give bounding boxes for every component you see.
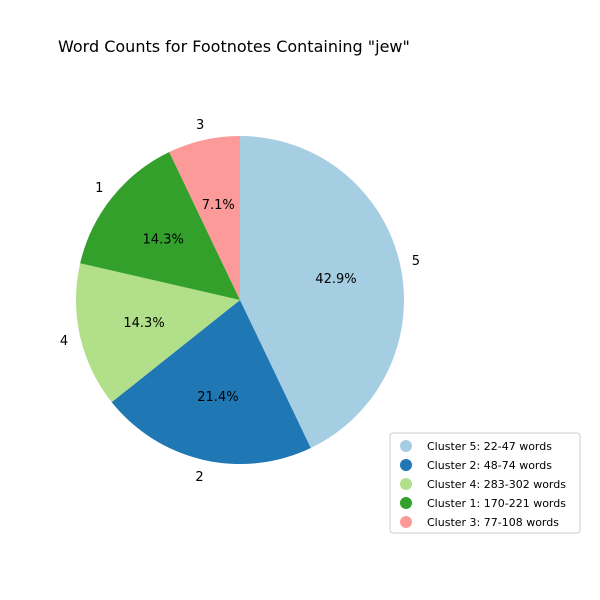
- slice-category-label: 5: [412, 254, 420, 269]
- pie-slice-2: [111, 300, 311, 465]
- legend-label: Cluster 3: 77-108 words: [427, 516, 559, 529]
- slice-category-label: 2: [195, 470, 203, 485]
- pie-slice-1: [80, 152, 241, 300]
- slice-percent-label: 7.1%: [202, 198, 235, 213]
- pie-labels: 42.9% 5 21.4% 2 14.3% 4 14.3% 1 7.1% 3: [60, 118, 420, 485]
- legend-label: Cluster 4: 283-302 words: [427, 478, 566, 491]
- legend-label: Cluster 2: 48-74 words: [427, 459, 552, 472]
- chart-title: Word Counts for Footnotes Containing "je…: [58, 37, 410, 56]
- slice-category-label: 4: [60, 334, 68, 349]
- legend-marker: [400, 459, 412, 471]
- slice-category-label: 1: [95, 181, 103, 196]
- slice-percent-label: 42.9%: [315, 272, 356, 287]
- slice-category-label: 3: [196, 118, 204, 133]
- legend-marker: [400, 478, 412, 490]
- slice-percent-label: 14.3%: [143, 232, 184, 247]
- legend-frame: [389, 432, 581, 534]
- pie-slice-4: [76, 263, 240, 403]
- legend-marker: [400, 497, 412, 509]
- slice-percent-label: 21.4%: [197, 390, 238, 405]
- pie-slices: [76, 136, 404, 465]
- legend-marker: [400, 440, 412, 452]
- legend-label: Cluster 5: 22-47 words: [427, 440, 552, 453]
- pie-slice-5: [240, 136, 404, 448]
- pie-slice-3: [169, 136, 240, 300]
- legend: Cluster 5: 22-47 words Cluster 2: 48-74 w…: [389, 432, 581, 534]
- slice-percent-label: 14.3%: [123, 316, 164, 331]
- legend-marker: [400, 516, 412, 528]
- legend-label: Cluster 1: 170-221 words: [427, 497, 566, 510]
